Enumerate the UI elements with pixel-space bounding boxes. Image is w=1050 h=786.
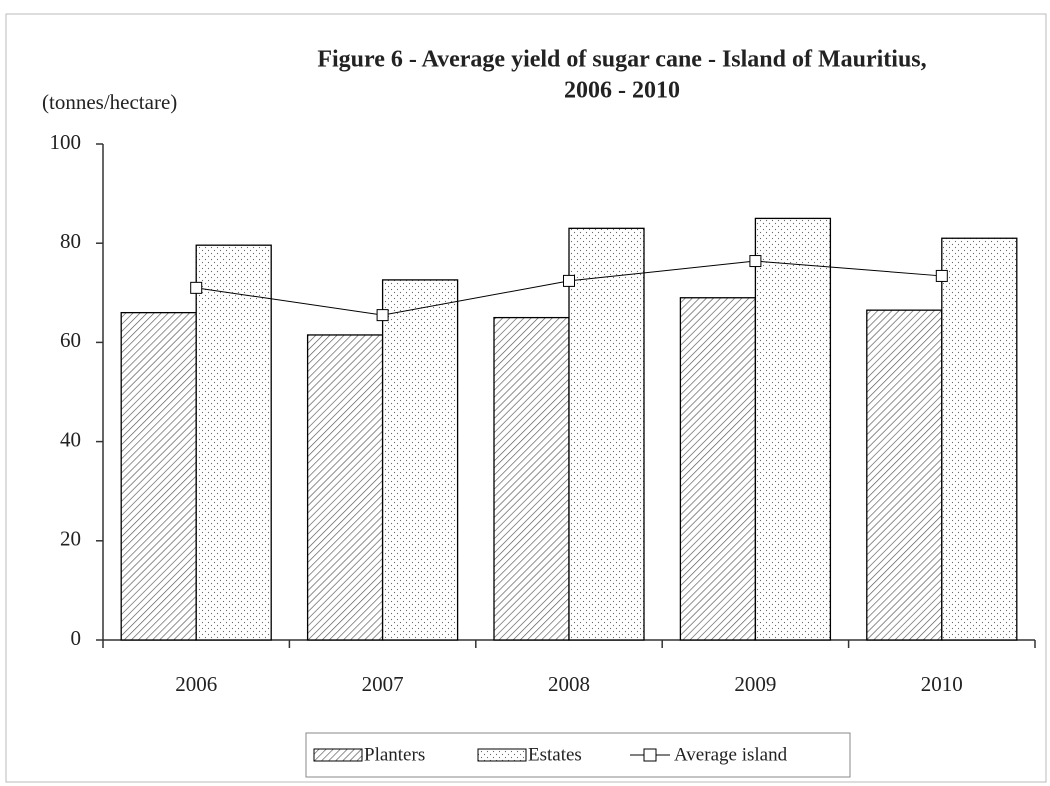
bar bbox=[381, 279, 459, 641]
bar bbox=[679, 297, 757, 641]
bar bbox=[120, 311, 197, 641]
legend-swatch bbox=[477, 748, 527, 762]
y-tick-label: 100 bbox=[50, 130, 82, 154]
chart-title: Figure 6 - Average yield of sugar cane -… bbox=[317, 47, 926, 73]
legend-swatch bbox=[313, 748, 363, 762]
x-tick-label: 2009 bbox=[734, 672, 776, 696]
y-tick-label: 20 bbox=[60, 527, 81, 551]
line-marker bbox=[376, 309, 389, 322]
y-tick-label: 40 bbox=[60, 427, 81, 451]
legend-swatch bbox=[643, 748, 657, 762]
legend-label: Planters bbox=[364, 744, 425, 765]
legend-label: Average island bbox=[674, 744, 788, 765]
bar bbox=[493, 316, 570, 641]
bar bbox=[568, 227, 645, 641]
legend-box bbox=[305, 732, 851, 778]
line-marker bbox=[190, 281, 203, 294]
x-tick-label: 2010 bbox=[921, 672, 963, 696]
y-tick-label: 0 bbox=[71, 626, 82, 650]
bar bbox=[195, 244, 272, 641]
line-marker bbox=[563, 274, 575, 287]
bar bbox=[306, 334, 384, 641]
y-tick-label: 80 bbox=[60, 229, 81, 253]
bar bbox=[941, 237, 1018, 641]
legend-label: Estates bbox=[528, 744, 582, 765]
line-marker bbox=[935, 269, 948, 282]
x-tick-label: 2006 bbox=[175, 672, 217, 696]
y-axis-label: (tonnes/hectare) bbox=[42, 90, 177, 114]
line-marker bbox=[749, 255, 762, 268]
x-tick-label: 2007 bbox=[362, 672, 404, 696]
x-tick-label: 2008 bbox=[548, 672, 590, 696]
chart-title: 2006 - 2010 bbox=[564, 78, 680, 104]
frame bbox=[5, 13, 1047, 783]
bar bbox=[754, 217, 832, 641]
y-tick-label: 60 bbox=[60, 328, 81, 352]
bar bbox=[866, 309, 943, 641]
